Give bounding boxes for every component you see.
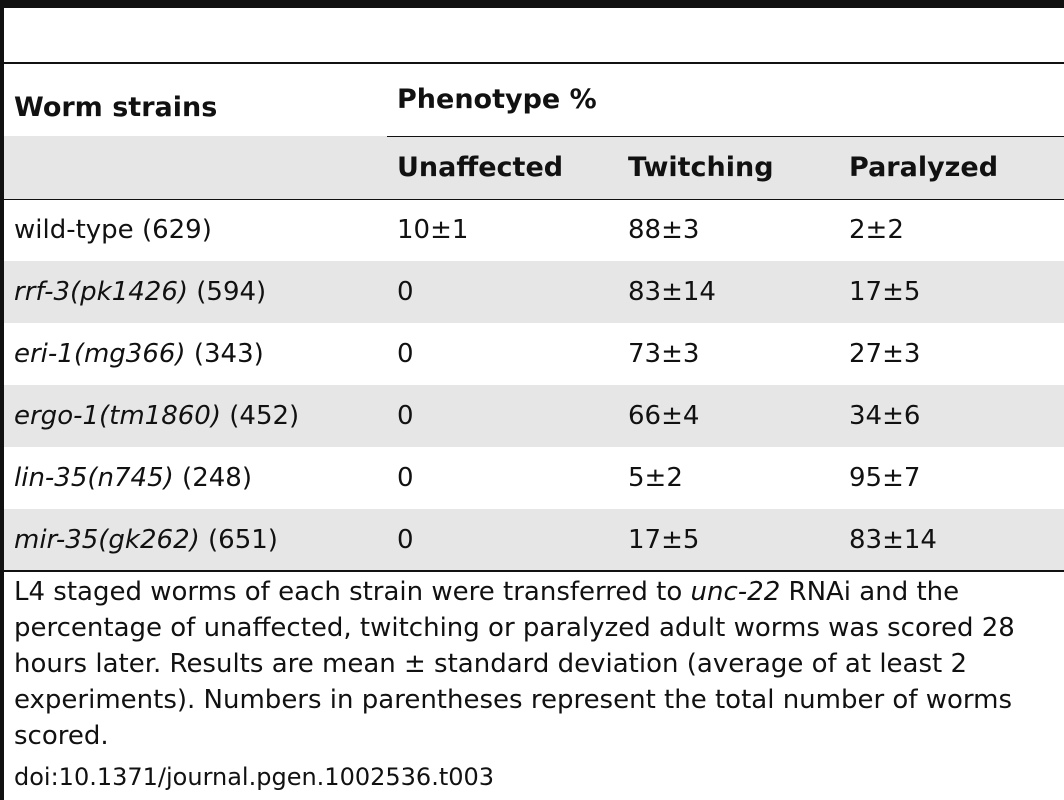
strain-name: mir-35(gk262) (14, 524, 200, 555)
table-row: ergo-1(tm1860) (452) 0 66±4 34±6 (4, 385, 1064, 447)
top-rule (0, 0, 1064, 8)
unaffected-value: 0 (397, 401, 414, 431)
table-row: rrf-3(pk1426) (594) 0 83±14 17±5 (4, 261, 1064, 323)
strain-name: lin-35(n745) (14, 463, 174, 493)
table-row: lin-35(n745) (248) 0 5±2 95±7 (4, 447, 1064, 509)
strain-count: (594) (188, 277, 267, 307)
unaffected-value: 0 (387, 509, 618, 572)
unaffected-value: 0 (397, 277, 414, 307)
twitching-header: Twitching (618, 136, 839, 200)
header-row-2: Unaffected Twitching Paralyzed (4, 136, 1064, 200)
caption-text-part1: L4 staged worms of each strain were tran… (14, 577, 691, 607)
header-top-rule (0, 62, 1064, 64)
paralyzed-value: 34±6 (849, 401, 921, 431)
unaffected-value: 0 (397, 339, 414, 369)
paralyzed-value: 17±5 (849, 277, 921, 307)
paralyzed-value: 27±3 (849, 339, 921, 369)
doi-text: doi:10.1371/journal.pgen.1002536.t003 (14, 763, 495, 791)
paralyzed-value: 95±7 (849, 463, 921, 493)
phenotype-header: Phenotype % (387, 64, 1064, 137)
twitching-value: 17±5 (618, 509, 839, 572)
strain-cell: lin-35(n745) (248) (4, 447, 387, 509)
unaffected-value: 10±1 (397, 215, 469, 246)
strain-name: ergo-1(tm1860) (14, 401, 221, 431)
strain-count: (651) (199, 524, 278, 555)
worm-strains-header: Worm strains (14, 91, 218, 123)
table-row: mir-35(gk262) (651) 0 17±5 83±14 (4, 509, 1064, 572)
caption-gene-name: unc-22 (690, 577, 781, 607)
blank-header-cell (4, 136, 387, 200)
paralyzed-header: Paralyzed (839, 136, 1064, 200)
table-title-area (0, 8, 1064, 62)
table-body: wild-type (629) 10±1 88±3 2±2 rrf-3(pk1426) … (4, 199, 1064, 572)
table-row: eri-1(mg366) (343) 0 73±3 27±3 (4, 323, 1064, 385)
table-row: wild-type (629) 10±1 88±3 2±2 (4, 199, 1064, 261)
twitching-value: 88±3 (628, 215, 700, 246)
strain-name: eri-1(mg366) (14, 339, 186, 369)
strain-cell: wild-type (629) (4, 199, 387, 261)
table-caption: L4 staged worms of each strain were tran… (14, 574, 1058, 754)
twitching-value: 83±14 (628, 277, 716, 307)
caption-text-part2: RNAi and the percentage of unaffected, t… (14, 577, 1015, 751)
strain-cell: ergo-1(tm1860) (452) (4, 385, 387, 447)
twitching-value: 66±4 (628, 401, 700, 431)
strain-cell: rrf-3(pk1426) (594) (4, 261, 387, 323)
strain-name: rrf-3(pk1426) (14, 277, 189, 307)
strain-count: (452) (221, 401, 300, 431)
header-row-1: Worm strains Phenotype % (4, 64, 1064, 137)
strain-count: (248) (173, 463, 252, 493)
unaffected-header: Unaffected (387, 136, 618, 200)
results-table: Worm strains Phenotype % Unaffected Twit… (4, 64, 1064, 572)
strain-count: (629) (133, 215, 212, 246)
unaffected-value: 0 (397, 463, 414, 493)
twitching-value: 5±2 (628, 463, 683, 493)
strain-cell: eri-1(mg366) (343) (4, 323, 387, 385)
strain-name: wild-type (14, 215, 134, 246)
twitching-value: 73±3 (628, 339, 700, 369)
strain-count: (343) (185, 339, 264, 369)
left-rule (0, 0, 4, 800)
strain-cell: mir-35(gk262) (651) (4, 509, 387, 572)
paralyzed-value: 2±2 (849, 215, 904, 246)
paralyzed-value: 83±14 (839, 509, 1064, 572)
